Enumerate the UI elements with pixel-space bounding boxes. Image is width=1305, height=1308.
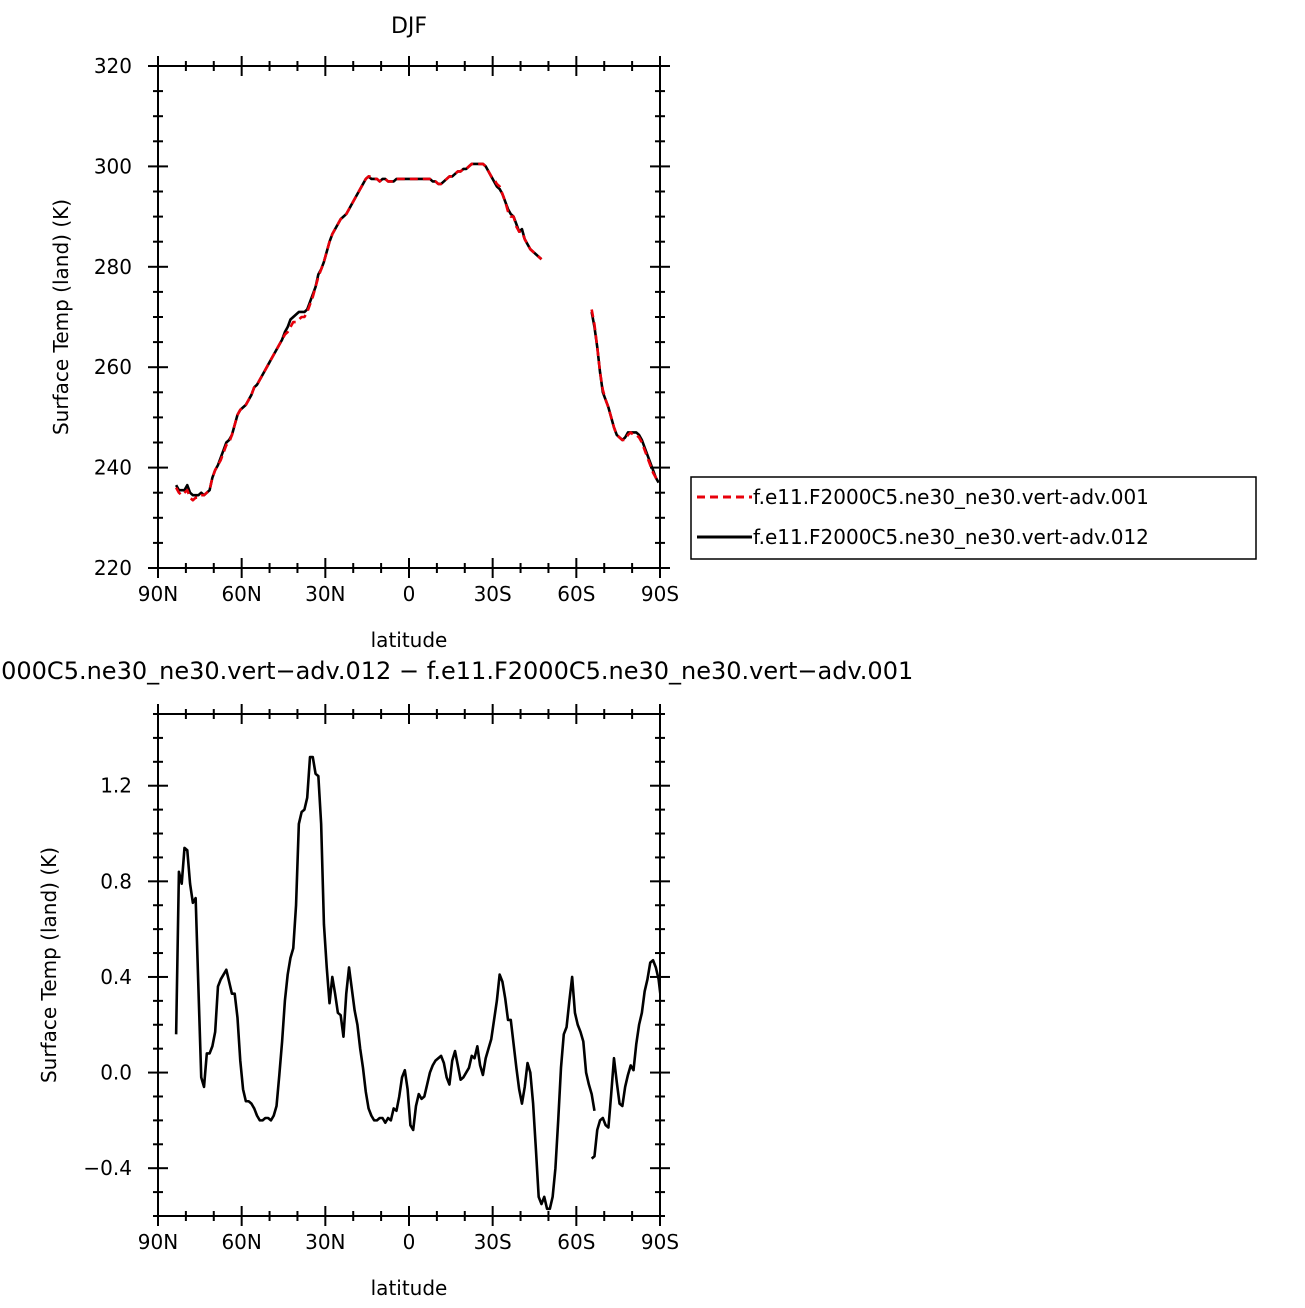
top-chart-xtick-label: 90N — [138, 582, 178, 606]
bottom-chart-series-1-line — [174, 755, 596, 1211]
bottom-chart-xtick-label: 60N — [221, 1230, 261, 1254]
top-chart-ytick-label: 240 — [94, 456, 132, 480]
top-chart-ytick-label: 320 — [94, 54, 132, 78]
bottom-chart-ticks: 90N 60N 30N 0 30S 60S 90S −0.4 0.0 0.4 0.8 1.2 — [83, 704, 679, 1254]
bottom-chart-xtick-label: 30N — [305, 1230, 345, 1254]
bottom-chart-ytick-label: 0.0 — [100, 1061, 132, 1085]
top-chart-series-1-line — [174, 162, 543, 502]
top-chart-xtick-label: 30N — [305, 582, 345, 606]
top-chart-ytick-label: 220 — [94, 556, 132, 580]
top-chart-xtick-label: 60S — [557, 582, 595, 606]
top-chart-ytick-label: 260 — [94, 355, 132, 379]
bottom-chart-lines — [174, 755, 660, 1211]
top-chart-lines — [174, 162, 660, 502]
top-chart-ytick-label: 280 — [94, 255, 132, 279]
bottom-chart-xtick-label: 30S — [474, 1230, 512, 1254]
bottom-chart-xtick-label: 60S — [557, 1230, 595, 1254]
top-chart-xtick-label: 0 — [403, 582, 416, 606]
top-chart-series-1-line — [590, 309, 660, 484]
top-chart-ylabel: Surface Temp (land) (K) — [49, 199, 73, 435]
top-chart-plot-frame — [157, 65, 661, 569]
bottom-chart-ytick-label: 0.8 — [100, 869, 132, 893]
bottom-chart-title: f.e11.F2000C5.ne30_ne30.vert−adv.012 − f… — [0, 657, 913, 685]
legend-box — [690, 476, 1257, 560]
top-chart-xtick-label: 60N — [221, 582, 261, 606]
bottom-chart-ylabel: Surface Temp (land) (K) — [37, 847, 61, 1083]
top-chart-xlabel: latitude — [371, 628, 448, 652]
top-chart-title: DJF — [391, 14, 427, 39]
bottom-chart: f.e11.F2000C5.ne30_ne30.vert−adv.012 − f… — [0, 657, 913, 1300]
bottom-chart-ytick-label: 1.2 — [100, 774, 132, 798]
bottom-chart-xtick-label: 90N — [138, 1230, 178, 1254]
top-chart: DJF 90N 60N 30N 0 30S 60S 90S 220 240 260 280 300 32… — [49, 14, 679, 652]
bottom-chart-series-1-line — [590, 958, 660, 1160]
legend-label-series-1: f.e11.F2000C5.ne30_ne30.vert-adv.001 — [753, 485, 1149, 509]
legend-label-series-2: f.e11.F2000C5.ne30_ne30.vert-adv.012 — [753, 525, 1149, 549]
bottom-chart-ytick-label: 0.4 — [100, 965, 132, 989]
bottom-chart-xtick-label: 0 — [403, 1230, 416, 1254]
bottom-chart-xlabel: latitude — [371, 1276, 448, 1300]
top-chart-series-2-line — [590, 311, 660, 484]
bottom-chart-xtick-label: 90S — [641, 1230, 679, 1254]
legend: f.e11.F2000C5.ne30_ne30.vert-adv.001 f.e… — [690, 476, 1257, 560]
top-chart-xtick-label: 30S — [474, 582, 512, 606]
bottom-chart-ytick-label: −0.4 — [83, 1156, 132, 1180]
top-chart-ytick-label: 300 — [94, 154, 132, 178]
top-chart-series-2-line — [174, 162, 543, 497]
top-chart-xtick-label: 90S — [641, 582, 679, 606]
top-chart-ticks: 90N 60N 30N 0 30S 60S 90S 220 240 260 280 300 320 — [94, 54, 679, 606]
bottom-chart-plot-frame — [157, 713, 661, 1217]
